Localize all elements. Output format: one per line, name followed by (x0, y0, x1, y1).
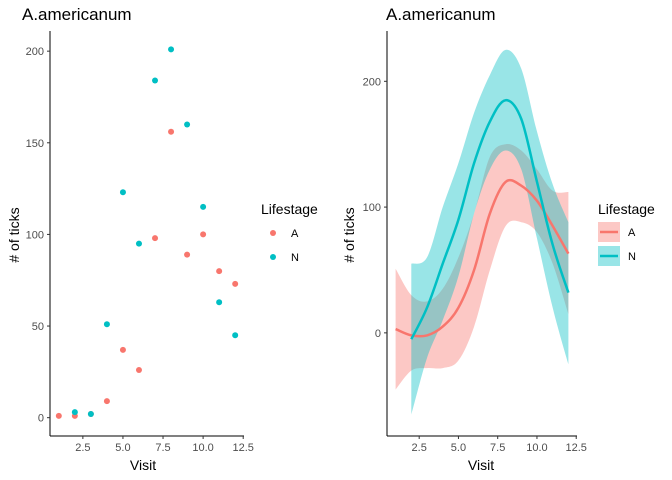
scatter-point-N (103, 321, 110, 328)
scatter-legend-keys: AN (270, 228, 299, 264)
scatter-point-N (200, 203, 207, 210)
smooth-y-tick-label: 0 (375, 328, 381, 340)
scatter-x-axis-title: Visit (130, 457, 156, 473)
smooth-x-tick-label: 7.5 (490, 442, 505, 454)
scatter-legend-key-A (270, 230, 276, 236)
scatter-panel: A.americanum 2.5 5.0 7.5 10.0 12.50501001502… (6, 5, 318, 473)
smooth-series-layer (395, 49, 570, 415)
scatter-legend: Lifestage AN (261, 201, 318, 264)
scatter-point-N (71, 409, 78, 416)
scatter-point-A (168, 128, 175, 135)
scatter-point-N (216, 299, 223, 306)
smooth-x-tick-label: 2.5 (412, 442, 427, 454)
scatter-point-N (184, 121, 191, 128)
scatter-y-tick-label: 100 (26, 229, 44, 241)
confidence-band-A (395, 144, 569, 390)
scatter-point-N (232, 332, 239, 339)
scatter-plot-area (55, 46, 239, 419)
scatter-point-A (200, 231, 207, 238)
smooth-legend: Lifestage AN (598, 201, 655, 266)
scatter-x-tick-label: 12.5 (232, 442, 253, 454)
confidence-band-N (411, 49, 569, 415)
smooth-y-axis-title: # of ticks (341, 207, 357, 262)
scatter-point-A (152, 235, 159, 242)
smooth-line-N (410, 98, 570, 340)
scatter-y-tick-label: 150 (26, 138, 44, 150)
scatter-x-tick-label: 10.0 (192, 442, 213, 454)
scatter-legend-key-N (270, 254, 276, 260)
scatter-y-axis-title: # of ticks (6, 207, 22, 262)
scatter-legend-label-A: A (291, 228, 299, 240)
scatter-point-N (135, 240, 142, 247)
scatter-point-A (216, 268, 223, 275)
smooth-panel: A.americanum 2.5 5.0 7.5 10.0 12.5 0 100 200 Vi… (341, 5, 655, 473)
scatter-point-A (55, 412, 62, 419)
smooth-legend-label-A: A (628, 227, 636, 239)
scatter-legend-label-N: N (291, 252, 299, 264)
scatter-point-A (232, 280, 239, 287)
smooth-line-A (395, 178, 570, 338)
smooth-x-tick-label: 10.0 (526, 442, 547, 454)
scatter-point-N (119, 189, 126, 196)
smooth-y-tick-label: 100 (363, 202, 381, 214)
smooth-legend-title: Lifestage (598, 201, 655, 217)
smooth-x-axis-title: Visit (468, 457, 494, 473)
scatter-x-tick-label: 2.5 (75, 442, 90, 454)
scatter-point-A (103, 398, 110, 405)
scatter-x-tick-label: 5.0 (115, 442, 130, 454)
smooth-y-tick-label: 200 (363, 76, 381, 88)
scatter-point-N (152, 77, 159, 84)
scatter-y-tick-label: 200 (26, 46, 44, 58)
scatter-title: A.americanum (22, 5, 132, 24)
scatter-x-tick-label: 7.5 (155, 442, 170, 454)
smooth-x-tick-label: 5.0 (451, 442, 466, 454)
scatter-y-tick-label: 50 (32, 321, 44, 333)
smooth-x-tick-label: 12.5 (566, 442, 587, 454)
smooth-axes: 2.5 5.0 7.5 10.0 12.5 0 100 200 (363, 31, 587, 454)
scatter-point-A (119, 346, 126, 353)
scatter-point-N (168, 46, 175, 53)
scatter-legend-title: Lifestage (261, 201, 318, 217)
scatter-point-N (87, 411, 94, 418)
scatter-axes: 2.5 5.0 7.5 10.0 12.5 0 50 100 150 200 (26, 31, 254, 454)
scatter-point-A (184, 251, 191, 258)
scatter-point-A (135, 367, 142, 374)
smooth-legend-label-N: N (628, 251, 636, 263)
smooth-title: A.americanum (386, 5, 496, 24)
smooth-plot-area (395, 49, 570, 415)
scatter-y-tick-label: 0 (38, 413, 44, 425)
smooth-legend-keys: AN (598, 222, 636, 266)
